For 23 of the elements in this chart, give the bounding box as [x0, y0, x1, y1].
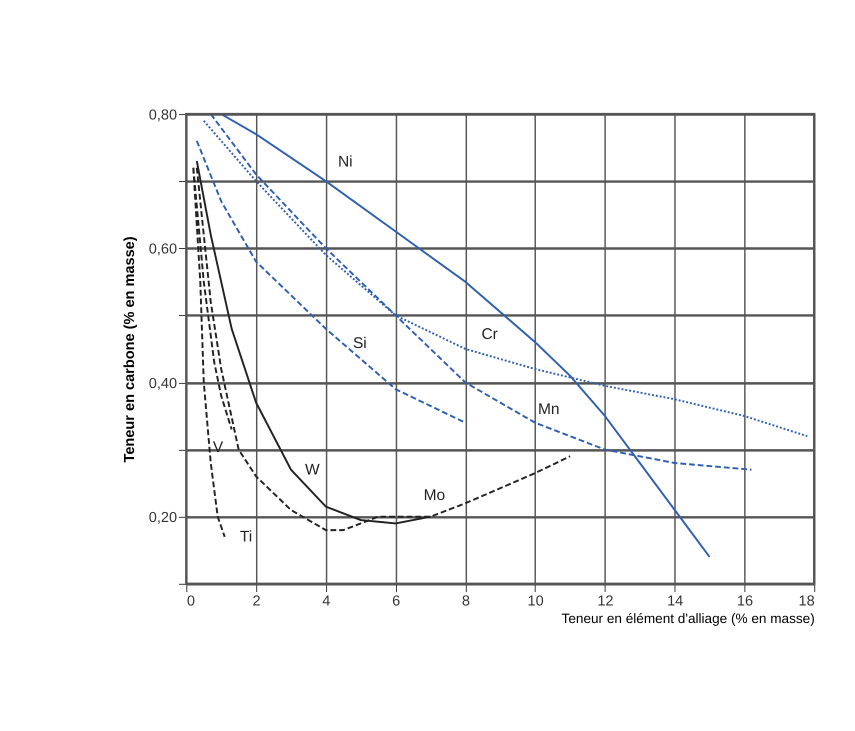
x-tick-label: 8 — [462, 594, 470, 610]
x-tick-label: 10 — [528, 594, 544, 610]
x-axis-title: Teneur en élément d'alliage (% en masse) — [562, 611, 815, 626]
series-label: Ni — [338, 154, 353, 171]
series-label: W — [305, 462, 320, 479]
series-label: Mn — [538, 401, 560, 418]
y-tick-label: 0,60 — [148, 242, 178, 258]
x-tick-label: 4 — [322, 594, 330, 610]
series-label: Si — [352, 335, 367, 352]
x-tick-label: 6 — [392, 594, 400, 610]
x-tick-label: 14 — [667, 594, 684, 610]
series-label: Cr — [481, 326, 498, 344]
x-tick-label: 12 — [597, 594, 614, 610]
x-tick-label: 16 — [736, 594, 754, 610]
y-tick-label: 0,80 — [148, 107, 178, 124]
series-label: Ti — [240, 528, 252, 546]
x-tick-label: 2 — [252, 594, 261, 610]
y-tick-label: 0,20 — [148, 510, 178, 526]
x-tick-label: 0 — [186, 594, 195, 610]
y-tick-label: 0,40 — [148, 376, 178, 392]
series-label: Mo — [424, 487, 446, 504]
x-tick-label: 18 — [798, 594, 815, 610]
y-axis-title: Teneur en carbone (% en masse) — [122, 236, 138, 462]
